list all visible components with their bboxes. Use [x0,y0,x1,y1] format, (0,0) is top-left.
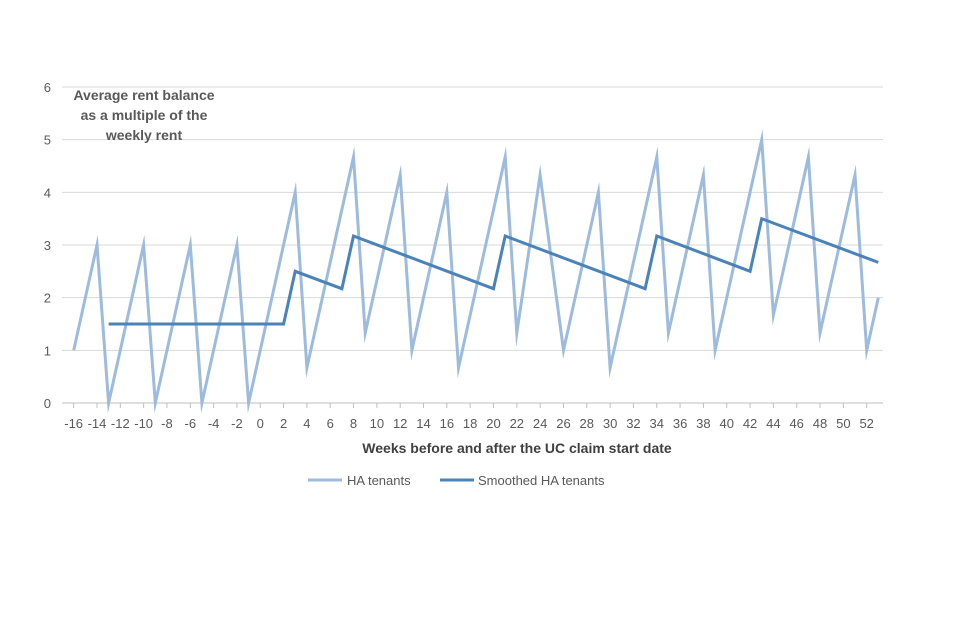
y-tick-label-1: 1 [44,343,51,358]
legend: HA tenants Smoothed HA tenants [308,473,605,488]
x-tick-label-44: 44 [766,416,780,431]
x-tick-label-12: 12 [393,416,407,431]
x-tick-label-52: 52 [859,416,873,431]
x-tick-label--2: -2 [231,416,243,431]
y-tick-label-6: 6 [44,80,51,95]
x-tick-label-26: 26 [556,416,570,431]
x-tick-label-40: 40 [719,416,733,431]
series-lines [72,129,880,414]
x-tick-label--8: -8 [161,416,173,431]
x-tick-label-36: 36 [673,416,687,431]
x-tick-label--6: -6 [185,416,197,431]
x-tick-label-30: 30 [603,416,617,431]
y-axis-title-line-3: weekly rent [105,127,183,143]
x-tick-label-6: 6 [327,416,334,431]
x-tick-label-18: 18 [463,416,477,431]
x-tick-label--16: -16 [64,416,83,431]
series-line-smoothed-ha-tenants [108,216,879,326]
x-tick-label-4: 4 [303,416,310,431]
x-tick-label-28: 28 [580,416,594,431]
x-tick-label-10: 10 [370,416,384,431]
x-tick-label-38: 38 [696,416,710,431]
x-tick-label-16: 16 [440,416,454,431]
y-axis-title-line-2: as a multiple of the [81,107,208,123]
x-axis-ticks: -16 -14 -12 -10 -8 -6 -4 -2 0 2 4 6 8 10 12 14 16 18 20 22 2… [64,403,874,431]
gridlines [62,86,883,404]
x-tick-label-24: 24 [533,416,547,431]
x-tick-label-48: 48 [813,416,827,431]
x-tick-label--12: -12 [111,416,130,431]
legend-label-ha-tenants: HA tenants [347,473,411,488]
x-tick-label-8: 8 [350,416,357,431]
x-axis-title: Weeks before and after the UC claim star… [362,440,672,456]
x-tick-label-2: 2 [280,416,287,431]
y-axis-ticks: 0 1 2 3 4 5 6 [44,80,51,411]
y-tick-label-3: 3 [44,238,51,253]
x-tick-label--4: -4 [208,416,220,431]
y-tick-label-0: 0 [44,396,51,411]
x-tick-label-42: 42 [743,416,757,431]
x-tick-label-34: 34 [650,416,664,431]
x-tick-label-32: 32 [626,416,640,431]
x-tick-label-20: 20 [486,416,500,431]
legend-label-smoothed-ha-tenants: Smoothed HA tenants [478,473,605,488]
x-tick-label-0: 0 [257,416,264,431]
series-line-ha-tenants [72,129,880,414]
y-tick-label-4: 4 [44,185,51,200]
x-tick-label-14: 14 [416,416,430,431]
y-tick-label-2: 2 [44,291,51,306]
x-tick-label--10: -10 [134,416,153,431]
x-tick-label--14: -14 [88,416,107,431]
x-tick-label-50: 50 [836,416,850,431]
x-tick-label-22: 22 [510,416,524,431]
y-axis-title-line-1: Average rent balance [73,87,214,103]
x-tick-label-46: 46 [789,416,803,431]
y-tick-label-5: 5 [44,133,51,148]
